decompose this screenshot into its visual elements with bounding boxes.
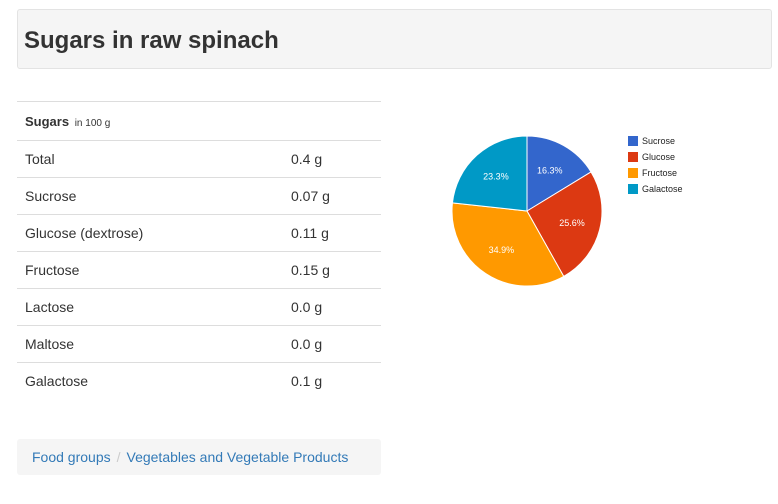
legend-swatch [628, 168, 638, 178]
row-label: Total [17, 140, 283, 178]
table-row: Maltose 0.0 g [17, 325, 381, 363]
pie-label-sucrose: 16.3% [537, 165, 563, 175]
legend-item-sucrose: Sucrose [628, 136, 683, 152]
pie-slice-galactose [451, 135, 528, 212]
pie-label-glucose: 25.6% [559, 218, 585, 228]
row-value: 0.11 g [283, 214, 381, 252]
legend-item-fructose: Fructose [628, 168, 683, 184]
legend-label: Fructose [642, 168, 678, 178]
row-value: 0.0 g [283, 325, 381, 363]
legend-swatch [628, 184, 638, 194]
pie-slice-fructose [451, 202, 565, 287]
breadcrumb-food-groups[interactable]: Food groups [32, 449, 111, 465]
row-value: 0.15 g [283, 251, 381, 289]
title-panel: Sugars in raw spinach [17, 9, 772, 69]
pie-slice-sucrose [526, 135, 592, 212]
table-header-unit: in 100 g [74, 117, 111, 129]
sugars-table: Sugars in 100 g Total 0.4 g Sucrose 0.07… [17, 101, 381, 399]
pie-slice-glucose [526, 171, 603, 278]
table-row: Glucose (dextrose) 0.11 g [17, 214, 381, 252]
legend-swatch [628, 136, 638, 146]
pie-label-fructose: 34.9% [489, 245, 515, 255]
legend-label: Glucose [642, 152, 676, 162]
legend-item-glucose: Glucose [628, 152, 683, 168]
row-value: 0.1 g [283, 362, 381, 399]
sugars-pie-chart: 16.3% 25.6% 34.9% 23.3% [451, 135, 603, 287]
row-value: 0.0 g [283, 288, 381, 326]
page-title: Sugars in raw spinach [24, 27, 279, 54]
table-row: Galactose 0.1 g [17, 362, 381, 399]
legend-label: Galactose [642, 184, 683, 194]
table-header-label: Sugars [25, 113, 70, 129]
row-label: Glucose (dextrose) [17, 214, 283, 252]
breadcrumb-separator: / [116, 449, 121, 465]
table-header: Sugars in 100 g [17, 101, 381, 141]
table-row: Total 0.4 g [17, 140, 381, 178]
table-header-row: Sugars in 100 g [17, 101, 381, 141]
row-value: 0.07 g [283, 177, 381, 215]
row-label: Galactose [17, 362, 283, 399]
table-row: Fructose 0.15 g [17, 251, 381, 289]
breadcrumb-vegetables[interactable]: Vegetables and Vegetable Products [126, 449, 349, 465]
chart-legend: Sucrose Glucose Fructose Galactose [628, 136, 683, 200]
table-row: Sucrose 0.07 g [17, 177, 381, 215]
row-label: Fructose [17, 251, 283, 289]
legend-label: Sucrose [642, 136, 676, 146]
legend-item-galactose: Galactose [628, 184, 683, 200]
row-value: 0.4 g [283, 140, 381, 178]
pie-label-galactose: 23.3% [483, 171, 509, 181]
legend-swatch [628, 152, 638, 162]
table-row: Lactose 0.0 g [17, 288, 381, 326]
row-label: Lactose [17, 288, 283, 326]
row-label: Maltose [17, 325, 283, 363]
row-label: Sucrose [17, 177, 283, 215]
breadcrumb: Food groups / Vegetables and Vegetable Pro… [17, 439, 381, 475]
